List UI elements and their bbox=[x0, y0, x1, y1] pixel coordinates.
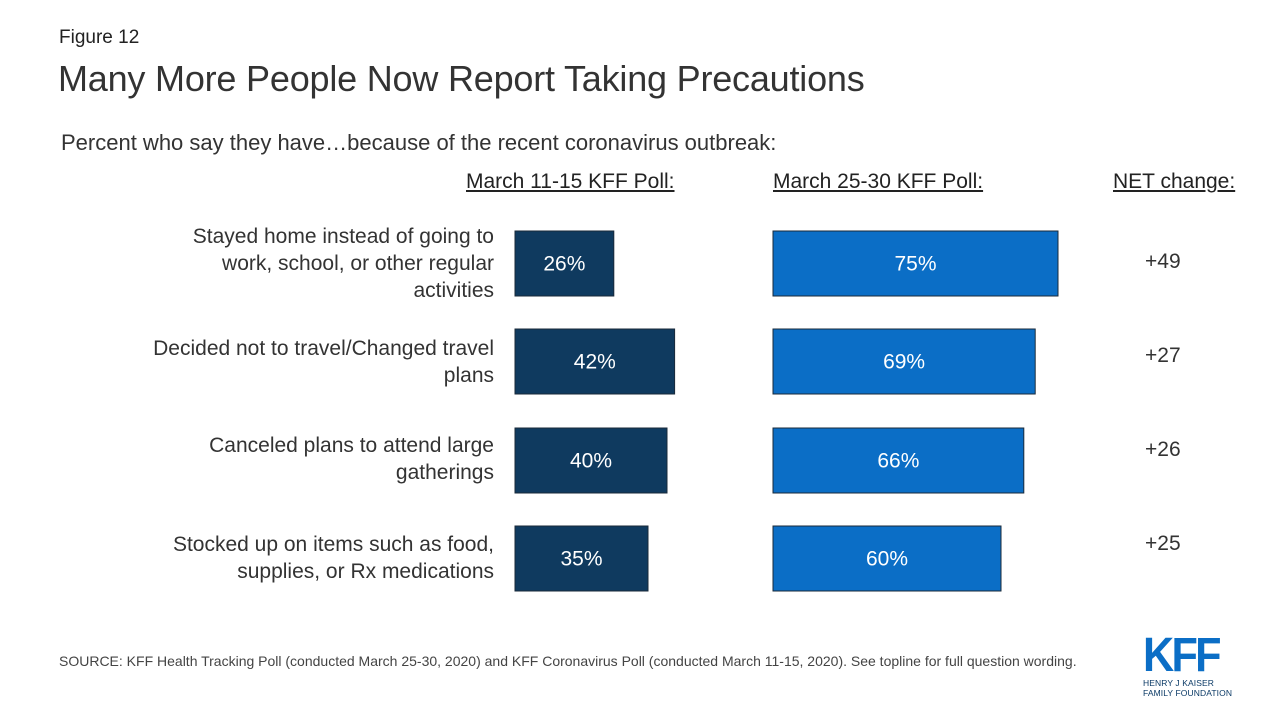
row-label-gatherings: Canceled plans to attend large gathering… bbox=[74, 432, 494, 486]
bar-series2-row1 bbox=[772, 230, 1059, 297]
bar-value-label: 35% bbox=[560, 548, 602, 571]
bar-value-label: 66% bbox=[877, 450, 919, 473]
net-change-stayed-home: +49 bbox=[1145, 250, 1181, 273]
bar-value-label: 42% bbox=[574, 351, 616, 374]
bar-series1-row3 bbox=[514, 427, 668, 494]
kff-logo-mark: KFF bbox=[1143, 629, 1222, 682]
row-label-line: plans bbox=[443, 364, 494, 387]
bar-value-label: 40% bbox=[570, 450, 612, 473]
row-label-line: Canceled plans to attend large bbox=[209, 434, 494, 457]
bar-series1-row2 bbox=[514, 328, 676, 395]
bar-value-label: 26% bbox=[543, 253, 585, 276]
bar-value-label: 60% bbox=[866, 548, 908, 571]
chart-title: Many More People Now Report Taking Preca… bbox=[58, 58, 865, 99]
bar-series2-row2 bbox=[772, 328, 1036, 395]
column-header-march-11-15: March 11-15 KFF Poll: bbox=[466, 170, 675, 193]
kff-logo-line1: HENRY J KAISER bbox=[1143, 678, 1214, 688]
column-header-march-25-30: March 25-30 KFF Poll: bbox=[773, 170, 984, 193]
row-label-line: gatherings bbox=[395, 461, 494, 484]
bar-series1-row1 bbox=[514, 230, 615, 297]
kff-logo-line2: FAMILY FOUNDATION bbox=[1143, 688, 1233, 698]
kff-logo: KFF HENRY J KAISER FAMILY FOUNDATION bbox=[1143, 629, 1243, 699]
column-header-net-change: NET change: bbox=[1113, 170, 1236, 193]
row-label-travel: Decided not to travel/Changed travel pla… bbox=[74, 335, 494, 389]
net-change-stocked-up: +25 bbox=[1145, 532, 1181, 555]
chart-subtitle: Percent who say they have…because of the… bbox=[61, 130, 777, 155]
row-label-line: Stayed home instead of going to bbox=[192, 225, 494, 248]
source-note: SOURCE: KFF Health Tracking Poll (conduc… bbox=[59, 653, 1077, 669]
row-label-line: Stocked up on items such as food, bbox=[172, 533, 494, 556]
figure-label: Figure 12 bbox=[59, 27, 140, 48]
bar-series2-row3 bbox=[772, 427, 1025, 494]
bar-series1-row4 bbox=[514, 525, 649, 592]
row-label-line: activities bbox=[413, 279, 494, 302]
row-label-stocked-up: Stocked up on items such as food, suppli… bbox=[74, 531, 494, 585]
bar-series2-row4 bbox=[772, 525, 1002, 592]
row-label-line: supplies, or Rx medications bbox=[237, 560, 494, 583]
bar-value-label: 69% bbox=[883, 351, 925, 374]
row-label-line: Decided not to travel/Changed travel bbox=[153, 337, 494, 360]
row-label-stayed-home: Stayed home instead of going to work, sc… bbox=[74, 223, 494, 304]
row-label-line: work, school, or other regular bbox=[222, 252, 494, 275]
net-change-travel: +27 bbox=[1145, 344, 1181, 367]
net-change-gatherings: +26 bbox=[1145, 438, 1181, 461]
bar-value-label: 75% bbox=[894, 253, 936, 276]
